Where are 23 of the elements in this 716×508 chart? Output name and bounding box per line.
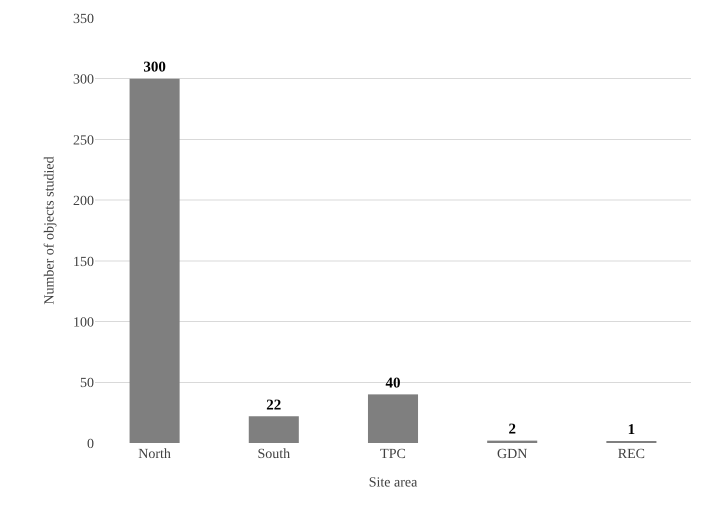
y-tick-label: 250	[73, 133, 94, 148]
data-label: 2	[508, 422, 516, 438]
bar	[130, 78, 180, 443]
y-tick-label: 350	[73, 12, 94, 27]
y-tick-label: 300	[73, 72, 94, 88]
data-label: 1	[628, 422, 636, 438]
data-label: 40	[386, 375, 400, 392]
y-tick-label: 200	[73, 194, 94, 210]
x-tick-label: North	[138, 447, 171, 462]
x-tick-label: TPC	[380, 447, 406, 462]
x-tick-label: South	[257, 447, 290, 462]
y-axis-title: Number of objects studied	[42, 156, 58, 305]
y-tick-label: 50	[80, 376, 94, 392]
data-label: 22	[266, 397, 282, 414]
x-axis-title: Site area	[368, 475, 418, 490]
x-tick-label: GDN	[497, 447, 528, 462]
data-label: 300	[143, 60, 166, 76]
y-tick-label: 150	[73, 254, 94, 270]
y-tick-label: 0	[87, 436, 94, 452]
y-tick-label: 100	[73, 315, 94, 330]
x-tick-label: REC	[618, 447, 646, 462]
bar	[248, 416, 299, 443]
bar	[368, 394, 418, 443]
